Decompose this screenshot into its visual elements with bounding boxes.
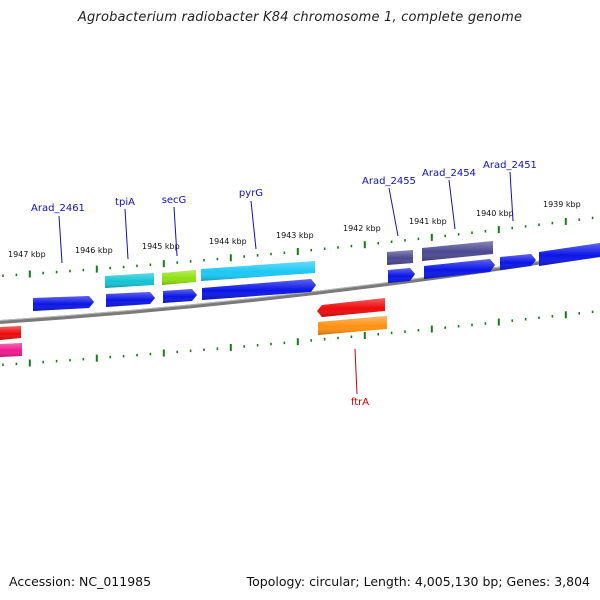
forward-genes-upper — [105, 241, 493, 288]
gene-label-arad-2455[interactable]: Arad_2455 — [362, 176, 416, 187]
ruler-label-1942: 1942 kbp — [343, 224, 381, 233]
ruler-label-1939: 1939 kbp — [543, 200, 581, 209]
outer-ruler — [2, 216, 594, 278]
ruler-label-1945: 1945 kbp — [142, 242, 180, 251]
reverse-genes — [0, 298, 387, 357]
ruler-label-1946: 1946 kbp — [75, 246, 113, 255]
gene-label-tpia[interactable]: tpiA — [115, 197, 135, 208]
gene-label-secg[interactable]: secG — [162, 195, 187, 206]
ruler-label-1947: 1947 kbp — [8, 250, 46, 259]
gene-label-arad-2451[interactable]: Arad_2451 — [483, 160, 537, 171]
ruler-label-1941: 1941 kbp — [409, 217, 447, 226]
inner-ruler — [2, 310, 594, 367]
accession-text: Accession: NC_011985 — [9, 574, 152, 589]
map-title: Agrobacterium radiobacter K84 chromosome… — [77, 10, 523, 25]
ruler-label-1940: 1940 kbp — [476, 209, 514, 218]
ruler-label-1943: 1943 kbp — [276, 231, 314, 240]
gene-label-pyrg[interactable]: pyrG — [239, 188, 263, 199]
forward-genes-lower — [33, 243, 600, 311]
ruler-label-1944: 1944 kbp — [209, 237, 247, 246]
gene-label-arad-2454[interactable]: Arad_2454 — [422, 168, 476, 179]
topology-text: Topology: circular; Length: 4,005,130 bp… — [246, 574, 590, 589]
gene-label-ftra[interactable]: ftrA — [351, 397, 369, 408]
gene-label-arad-2461[interactable]: Arad_2461 — [31, 203, 85, 214]
